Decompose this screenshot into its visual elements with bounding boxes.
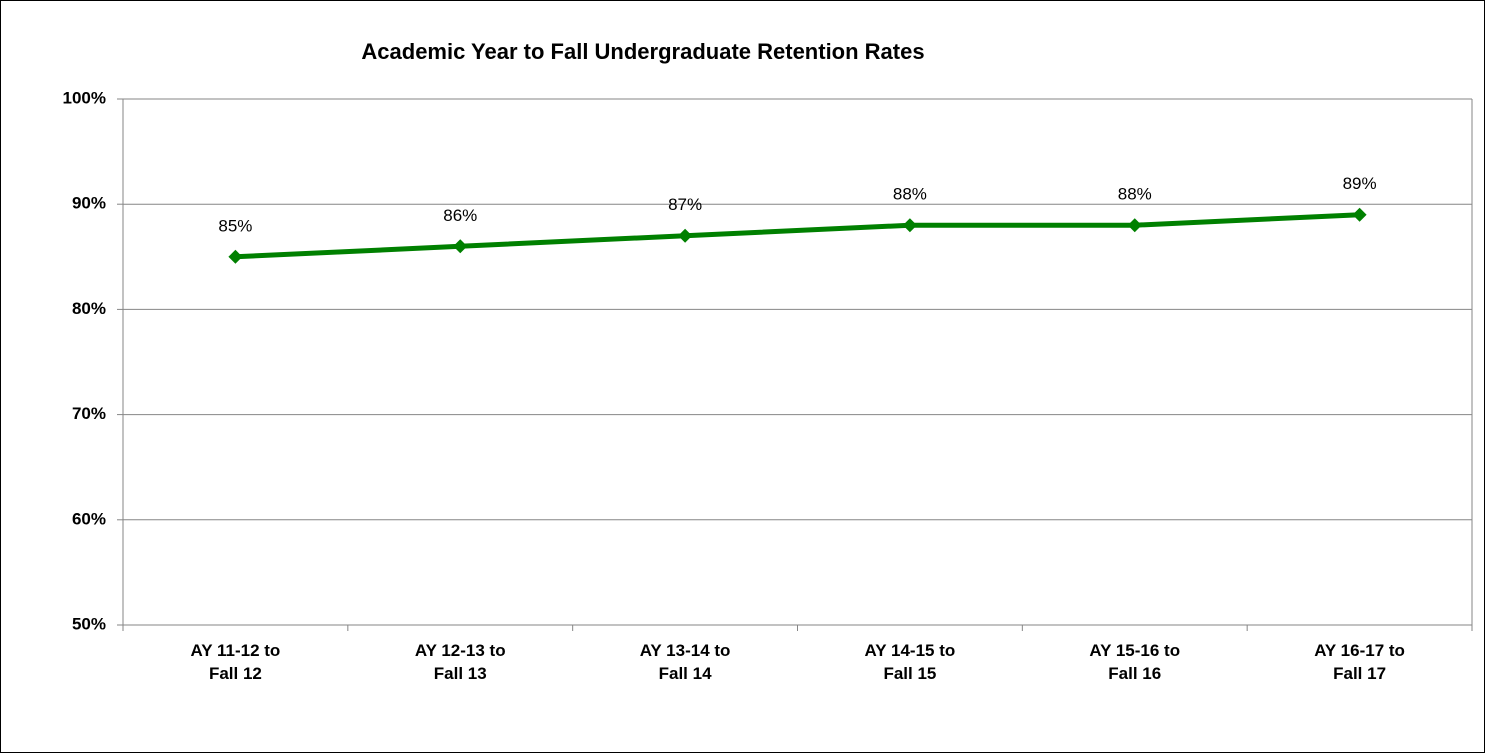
marker bbox=[1352, 207, 1367, 222]
x-tick-label-line: AY 16-17 to bbox=[1314, 641, 1405, 660]
x-tick-label-line: Fall 17 bbox=[1333, 664, 1386, 683]
marker bbox=[453, 239, 468, 254]
line bbox=[235, 212, 1360, 260]
data-label: 89% bbox=[1343, 174, 1377, 193]
y-tick-label: 90% bbox=[72, 194, 106, 213]
x-tick-label-line: Fall 15 bbox=[883, 664, 936, 683]
chart-title: Academic Year to Fall Undergraduate Rete… bbox=[361, 39, 924, 64]
x-tick-label-line: AY 14-15 to bbox=[865, 641, 956, 660]
marker bbox=[902, 218, 917, 233]
data-label: 86% bbox=[443, 206, 477, 225]
data-label: 88% bbox=[893, 185, 927, 204]
y-tick-label: 60% bbox=[72, 509, 106, 528]
y-tick-label: 80% bbox=[72, 299, 106, 318]
x-tick-label-line: AY 13-14 to bbox=[640, 641, 731, 660]
x-tick-label: AY 14-15 to Fall 15 bbox=[865, 641, 956, 683]
marker bbox=[678, 228, 693, 243]
data-label: 85% bbox=[218, 216, 252, 235]
x-tick-label-line: Fall 12 bbox=[209, 664, 262, 683]
y-tick-label: 70% bbox=[72, 404, 106, 423]
y-tick-label: 100% bbox=[63, 88, 106, 107]
x-tick-label-line: Fall 13 bbox=[434, 664, 487, 683]
x-tick-label-line: Fall 16 bbox=[1108, 664, 1161, 683]
x-tick-label-line: AY 15-16 to bbox=[1089, 641, 1180, 660]
x-tick-label: AY 15-16 to Fall 16 bbox=[1089, 641, 1180, 683]
data-label: 88% bbox=[1118, 185, 1152, 204]
x-tick-label: AY 11-12 to Fall 12 bbox=[191, 641, 281, 683]
marker bbox=[228, 249, 243, 264]
marker bbox=[1127, 218, 1142, 233]
x-tick-label: AY 16-17 to Fall 17 bbox=[1314, 641, 1405, 683]
y-tick-label: 50% bbox=[72, 614, 106, 633]
x-tick-label: AY 13-14 to Fall 14 bbox=[640, 641, 731, 683]
x-tick-label-line: AY 12-13 to bbox=[415, 641, 506, 660]
x-tick-label-line: AY 11-12 to bbox=[191, 641, 281, 660]
x-tick-label-line: Fall 14 bbox=[659, 664, 712, 683]
x-tick-label: AY 12-13 to Fall 13 bbox=[415, 641, 506, 683]
data-label: 87% bbox=[668, 195, 702, 214]
